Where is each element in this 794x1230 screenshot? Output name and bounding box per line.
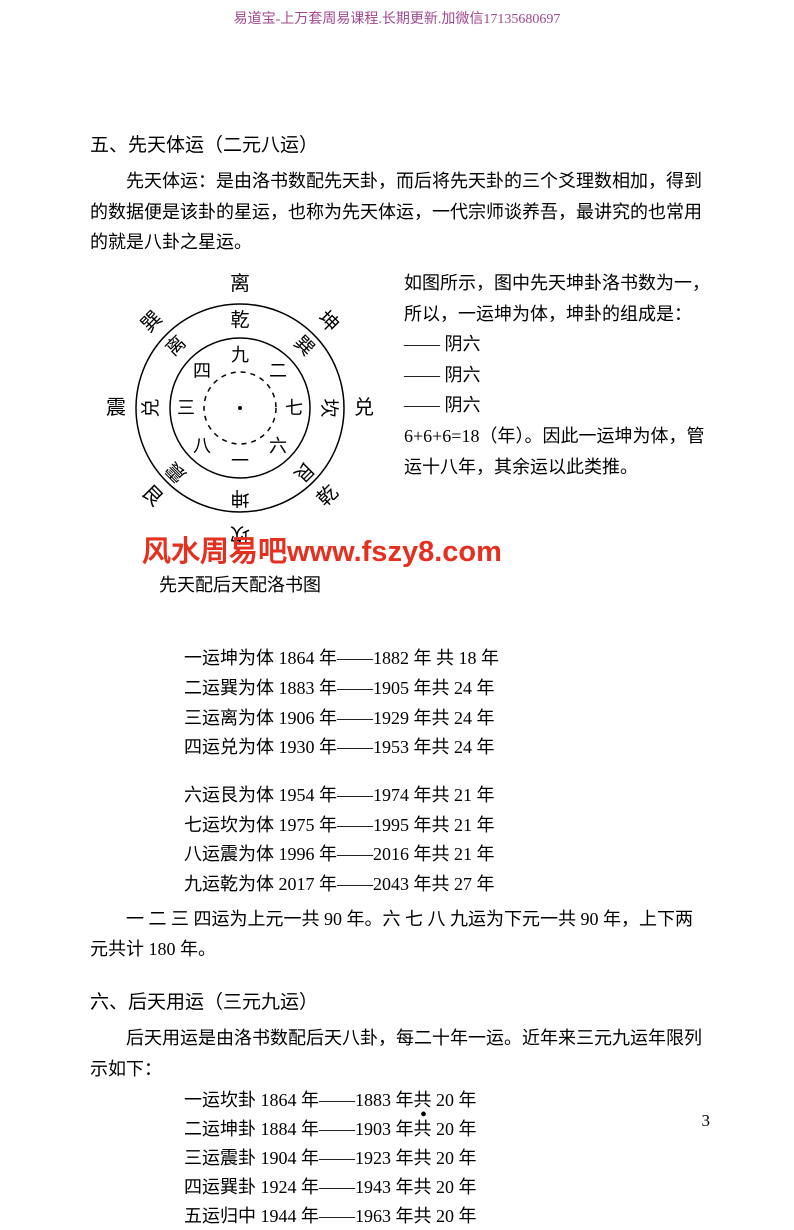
table-row: 一运坤为体 1864 年——1882 年 共 18 年 <box>184 644 710 674</box>
side-line: —— 阴六 <box>404 360 710 391</box>
section5-table2: 六运艮为体 1954 年——1974 年共 21 年 七运坎为体 1975 年—… <box>184 781 710 900</box>
table-row: 三运离为体 1906 年——1929 年共 24 年 <box>184 704 710 734</box>
svg-text:一: 一 <box>231 451 249 471</box>
svg-text:三: 三 <box>177 398 195 418</box>
svg-text:兑: 兑 <box>140 399 162 418</box>
section6-para: 后天用运是由洛书数配后天八卦，每二十年一运。近年来三元九运年限列示如下： <box>90 1023 710 1084</box>
side-line: 如图所示，图中先天坤卦洛书数为一，所以，一运坤为体，坤卦的组成是： <box>404 268 710 329</box>
section6-table: 一运坎卦 1864 年——1883 年共 20 年 二运坤卦 1884 年——1… <box>184 1086 710 1230</box>
svg-text:巽: 巽 <box>289 332 317 360</box>
side-line: —— 阴六 <box>404 390 710 421</box>
svg-text:四: 四 <box>193 361 211 381</box>
svg-text:乾: 乾 <box>312 481 342 511</box>
table-row: 二运坤卦 1884 年——1903 年共 20 年 <box>184 1115 710 1144</box>
svg-text:六: 六 <box>269 436 287 456</box>
svg-text:九: 九 <box>231 345 249 365</box>
table-row: 六运艮为体 1954 年——1974 年共 21 年 <box>184 781 710 811</box>
table-row: 四运兑为体 1930 年——1953 年共 24 年 <box>184 733 710 763</box>
section5-para: 先天体运：是由洛书数配先天卦，而后将先天卦的三个爻理数相加，得到的数据便是该卦的… <box>90 166 710 258</box>
svg-text:巽: 巽 <box>137 307 167 337</box>
side-line: 6+6+6=18（年）。因此一运坤为体，管运十八年，其余运以此类推。 <box>404 421 710 482</box>
svg-text:乾: 乾 <box>230 309 249 331</box>
table-row: 九运乾为体 2017 年——2043 年共 27 年 <box>184 870 710 900</box>
svg-text:艮: 艮 <box>137 481 167 511</box>
luoshu-diagram: 离 坤 兑 乾 坎 艮 震 巽 乾 巽 坎 艮 坤 震 兑 离 <box>90 268 390 558</box>
page-number: 3 <box>702 1111 711 1131</box>
table-row: 二运巽为体 1883 年——1905 年共 24 年 <box>184 674 710 704</box>
section5-table1: 一运坤为体 1864 年——1882 年 共 18 年 二运巽为体 1883 年… <box>184 644 710 763</box>
page-content: 五、先天体运（二元八运） 先天体运：是由洛书数配先天卦，而后将先天卦的三个爻理数… <box>90 130 710 1230</box>
table-row: 五运归中 1944 年——1963 年共 20 年 <box>184 1202 710 1230</box>
side-line: —— 阴六 <box>404 329 710 360</box>
table-row: 一运坎卦 1864 年——1883 年共 20 年 <box>184 1086 710 1115</box>
svg-text:八: 八 <box>193 436 211 456</box>
table-row: 八运震为体 1996 年——2016 年共 21 年 <box>184 840 710 870</box>
table-row: 三运震卦 1904 年——1923 年共 20 年 <box>184 1144 710 1173</box>
svg-text:兑: 兑 <box>354 396 374 419</box>
section6-title: 六、后天用运（三元九运） <box>90 987 710 1019</box>
svg-text:坎: 坎 <box>318 399 340 418</box>
table-row: 四运巽卦 1924 年——1943 年共 20 年 <box>184 1173 710 1202</box>
table-row: 七运坎为体 1975 年——1995 年共 21 年 <box>184 811 710 841</box>
diagram-caption: 先天配后天配洛书图 <box>90 570 390 601</box>
section5-summary: 一 二 三 四运为上元一共 90 年。六 七 八 九运为下元一共 90 年，上下… <box>90 904 710 965</box>
big-watermark: 风水周易吧www.fszy8.com <box>142 528 502 570</box>
section5-title: 五、先天体运（二元八运） <box>90 130 710 162</box>
header-watermark: 易道宝-上万套周易课程.长期更新.加微信17135680697 <box>0 8 794 28</box>
stray-dot: • <box>420 1104 427 1127</box>
svg-text:七: 七 <box>285 398 303 418</box>
svg-text:震: 震 <box>106 397 126 419</box>
svg-text:二: 二 <box>269 361 287 381</box>
svg-text:坤: 坤 <box>230 487 249 509</box>
svg-text:离: 离 <box>230 272 250 295</box>
svg-text:坤: 坤 <box>313 307 343 337</box>
section6: 六、后天用运（三元九运） 后天用运是由洛书数配后天八卦，每二十年一运。近年来三元… <box>90 987 710 1230</box>
